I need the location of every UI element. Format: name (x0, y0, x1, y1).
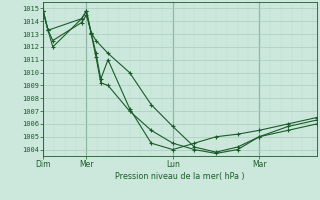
X-axis label: Pression niveau de la mer( hPa ): Pression niveau de la mer( hPa ) (115, 172, 245, 181)
